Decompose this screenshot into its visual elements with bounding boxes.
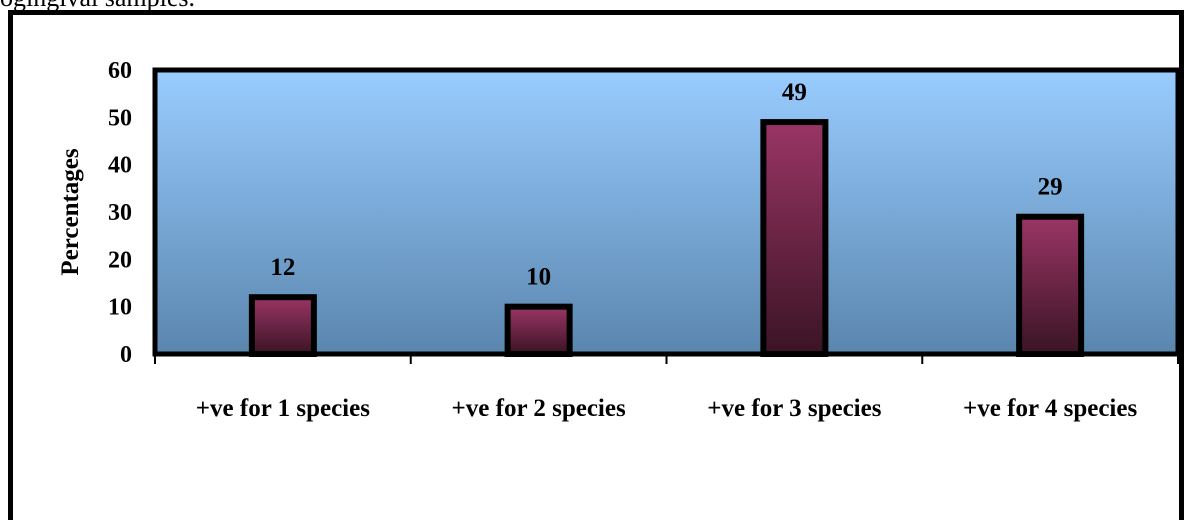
y-tick-label: 40 (108, 153, 132, 179)
x-tick-label: +ve for 3 species (707, 395, 881, 422)
plot-area (152, 67, 1181, 357)
y-tick-label: 20 (108, 247, 132, 273)
bar (504, 303, 573, 357)
y-tick-label: 30 (108, 200, 132, 226)
bar-data-label: 12 (270, 254, 295, 281)
caption-fragment: ogingival samples. (0, 0, 195, 13)
bar-data-label: 49 (782, 79, 807, 106)
bar (760, 119, 829, 357)
x-tick-label: +ve for 2 species (452, 395, 626, 422)
bar-data-label: 29 (1038, 174, 1063, 201)
bar (1016, 213, 1085, 357)
y-tick-label: 0 (120, 342, 132, 368)
bar-data-label: 10 (526, 264, 551, 291)
bar (248, 294, 317, 358)
y-tick-label: 50 (108, 105, 132, 131)
y-axis-title: Percentages (57, 148, 84, 276)
x-tick-label: +ve for 1 species (196, 395, 370, 422)
x-tick-label: +ve for 4 species (963, 395, 1137, 422)
y-tick-label: 60 (108, 58, 132, 84)
y-tick-label: 10 (108, 295, 132, 321)
